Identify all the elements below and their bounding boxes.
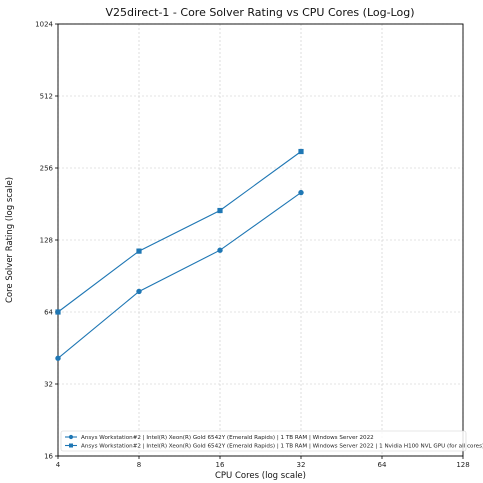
series-1-point bbox=[298, 189, 304, 196]
series-1-point bbox=[136, 288, 142, 295]
legend-circle-marker bbox=[68, 434, 74, 440]
legend: Ansys Workstation#2 | Intel(R) Xeon(R) G… bbox=[60, 430, 483, 452]
y-axis-label: Core Solver Rating (log scale) bbox=[5, 177, 15, 303]
y-tick-label: 16 bbox=[44, 453, 53, 461]
series-line-1 bbox=[57, 192, 302, 359]
series-line-2 bbox=[57, 151, 302, 313]
series-2-point bbox=[55, 309, 61, 315]
x-tick-label: 4 bbox=[56, 461, 61, 469]
series-layer bbox=[55, 148, 304, 361]
x-tick-label: 8 bbox=[137, 461, 141, 469]
series-1-point bbox=[217, 247, 223, 253]
x-tick-label: 64 bbox=[378, 461, 387, 469]
legend-box bbox=[60, 430, 467, 452]
x-tick-label: 128 bbox=[456, 461, 469, 469]
y-tick-label: 1024 bbox=[35, 21, 53, 29]
legend-label: Ansys Workstation#2 | Intel(R) Xeon(R) G… bbox=[81, 435, 374, 441]
y-tick-label: 64 bbox=[44, 309, 53, 317]
x-axis-label: CPU Cores (log scale) bbox=[215, 471, 306, 481]
y-tick-label: 256 bbox=[40, 165, 54, 173]
ticks: 4 8 16 32 64 128 16 32 64 128 256 512 1024 bbox=[35, 21, 470, 470]
series-2-point bbox=[136, 248, 142, 254]
chart-title: V25direct-1 - Core Solver Rating vs CPU … bbox=[105, 6, 414, 19]
series-2-point bbox=[217, 207, 223, 214]
legend-square-marker bbox=[69, 443, 73, 448]
y-tick-label: 32 bbox=[44, 381, 53, 389]
x-tick-label: 16 bbox=[216, 461, 225, 469]
series-1-point bbox=[55, 355, 61, 361]
series-2-point bbox=[298, 148, 304, 155]
y-tick-label: 128 bbox=[40, 237, 53, 245]
y-tick-label: 512 bbox=[40, 93, 53, 101]
x-tick-label: 32 bbox=[297, 461, 306, 469]
legend-label: Ansys Workstation#2 | Intel(R) Xeon(R) G… bbox=[81, 444, 483, 450]
